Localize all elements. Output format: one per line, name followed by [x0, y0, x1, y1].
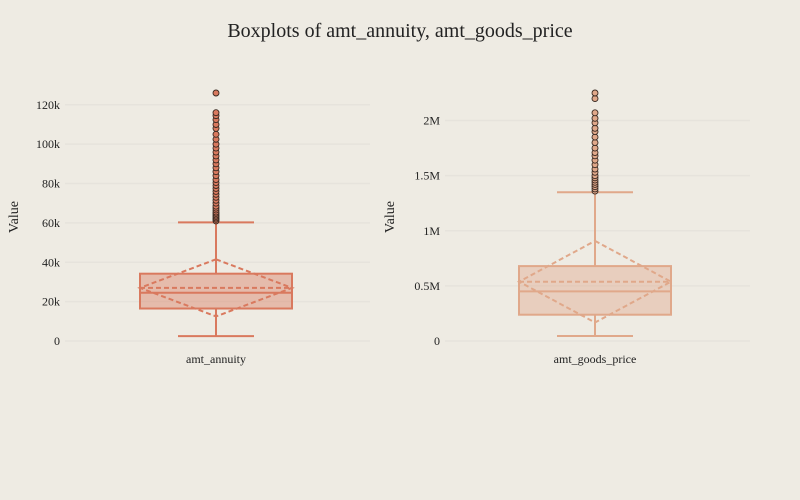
- outlier-point: [212, 130, 220, 138]
- x-category-label: amt_goods_price: [554, 352, 637, 366]
- y-tick-label: 0: [434, 334, 440, 348]
- y-tick-label: 20k: [42, 295, 60, 309]
- y-tick-label: 80k: [42, 177, 60, 191]
- outlier-point: [212, 109, 220, 117]
- panel-amt_annuity: 0 20k 40k 60k 80k 100k 120k Value amt_annuity: [7, 89, 370, 366]
- outlier-point: [591, 89, 599, 97]
- y-tick-label: 1M: [423, 224, 440, 238]
- y-tick-label: 40k: [42, 255, 60, 269]
- y-tick-label: 60k: [42, 216, 60, 230]
- y-tick-label: 120k: [36, 98, 60, 112]
- x-category-label: amt_annuity: [186, 352, 246, 366]
- y-tick-label: 1.5M: [414, 169, 440, 183]
- outlier-point: [591, 109, 599, 117]
- panel-amt_goods_price: 0 0.5M 1M 1.5M 2M Value amt_goods_price: [383, 89, 750, 366]
- y-tick-label: 0: [54, 334, 60, 348]
- sd-diamond: [137, 258, 295, 318]
- y-tick-label: 0.5M: [414, 279, 440, 293]
- y-tick-label: 2M: [423, 114, 440, 128]
- chart-title: Boxplots of amt_annuity, amt_goods_price: [227, 20, 573, 42]
- y-axis-title: Value: [7, 201, 22, 233]
- sd-diamond: [516, 239, 674, 324]
- y-axis-title: Value: [383, 201, 398, 233]
- iqr-box: [139, 272, 293, 310]
- outlier-point: [212, 89, 220, 97]
- y-tick-label: 100k: [36, 137, 60, 151]
